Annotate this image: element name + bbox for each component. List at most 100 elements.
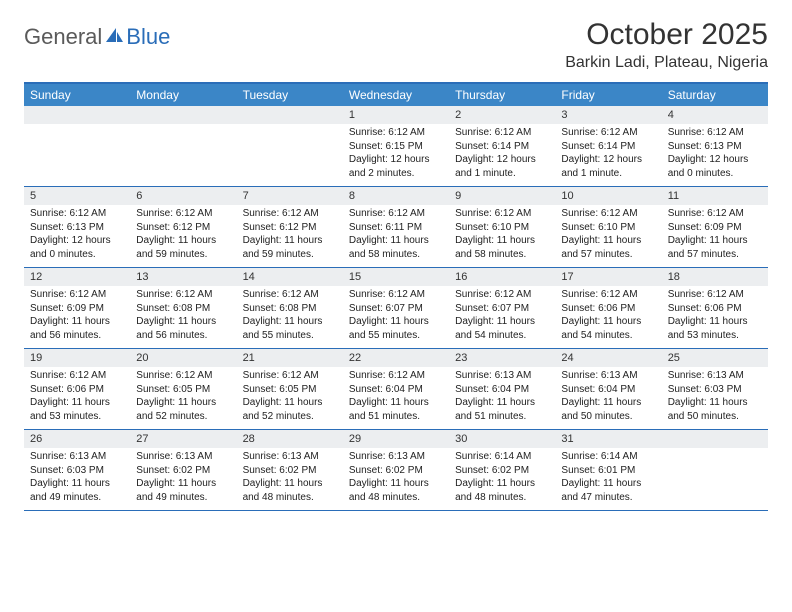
sunrise-text: Sunrise: 6:14 AM (455, 450, 549, 464)
location: Barkin Ladi, Plateau, Nigeria (565, 54, 768, 72)
day-body: Sunrise: 6:12 AMSunset: 6:10 PMDaylight:… (555, 205, 661, 267)
day-body: Sunrise: 6:12 AMSunset: 6:11 PMDaylight:… (343, 205, 449, 267)
sunset-text: Sunset: 6:07 PM (349, 302, 443, 316)
day-body: Sunrise: 6:13 AMSunset: 6:02 PMDaylight:… (130, 448, 236, 510)
day-cell: 27Sunrise: 6:13 AMSunset: 6:02 PMDayligh… (130, 430, 236, 510)
day-number: 14 (237, 268, 343, 286)
day-body: Sunrise: 6:12 AMSunset: 6:07 PMDaylight:… (343, 286, 449, 348)
day-cell: 26Sunrise: 6:13 AMSunset: 6:03 PMDayligh… (24, 430, 130, 510)
daylight-text: Daylight: 12 hours and 2 minutes. (349, 153, 443, 180)
daylight-text: Daylight: 11 hours and 53 minutes. (30, 396, 124, 423)
sunset-text: Sunset: 6:14 PM (561, 140, 655, 154)
logo: General Blue (24, 18, 170, 50)
sunset-text: Sunset: 6:07 PM (455, 302, 549, 316)
daylight-text: Daylight: 11 hours and 57 minutes. (561, 234, 655, 261)
daylight-text: Daylight: 11 hours and 50 minutes. (561, 396, 655, 423)
sunset-text: Sunset: 6:02 PM (349, 464, 443, 478)
day-cell: 4Sunrise: 6:12 AMSunset: 6:13 PMDaylight… (662, 106, 768, 186)
sunrise-text: Sunrise: 6:12 AM (455, 207, 549, 221)
sunset-text: Sunset: 6:08 PM (136, 302, 230, 316)
sunset-text: Sunset: 6:10 PM (455, 221, 549, 235)
daylight-text: Daylight: 11 hours and 49 minutes. (136, 477, 230, 504)
day-body: Sunrise: 6:13 AMSunset: 6:02 PMDaylight:… (343, 448, 449, 510)
sunrise-text: Sunrise: 6:12 AM (561, 288, 655, 302)
sunset-text: Sunset: 6:04 PM (349, 383, 443, 397)
daylight-text: Daylight: 11 hours and 48 minutes. (455, 477, 549, 504)
header: General Blue October 2025 Barkin Ladi, P… (24, 18, 768, 72)
calendar-page: General Blue October 2025 Barkin Ladi, P… (0, 0, 792, 511)
day-body: Sunrise: 6:12 AMSunset: 6:06 PMDaylight:… (555, 286, 661, 348)
week-row: 19Sunrise: 6:12 AMSunset: 6:06 PMDayligh… (24, 349, 768, 430)
day-number: 3 (555, 106, 661, 124)
dow-header-tuesday: Tuesday (237, 84, 343, 106)
day-body: Sunrise: 6:13 AMSunset: 6:04 PMDaylight:… (555, 367, 661, 429)
day-number: 20 (130, 349, 236, 367)
day-body: Sunrise: 6:12 AMSunset: 6:14 PMDaylight:… (555, 124, 661, 186)
empty-cell (237, 106, 343, 186)
day-number: 21 (237, 349, 343, 367)
daylight-text: Daylight: 12 hours and 0 minutes. (668, 153, 762, 180)
sunrise-text: Sunrise: 6:12 AM (349, 369, 443, 383)
daylight-text: Daylight: 11 hours and 58 minutes. (455, 234, 549, 261)
day-number: 12 (24, 268, 130, 286)
daylight-text: Daylight: 11 hours and 48 minutes. (349, 477, 443, 504)
day-cell: 30Sunrise: 6:14 AMSunset: 6:02 PMDayligh… (449, 430, 555, 510)
daylight-text: Daylight: 11 hours and 59 minutes. (136, 234, 230, 261)
sunrise-text: Sunrise: 6:12 AM (349, 126, 443, 140)
day-cell: 13Sunrise: 6:12 AMSunset: 6:08 PMDayligh… (130, 268, 236, 348)
week-row: 12Sunrise: 6:12 AMSunset: 6:09 PMDayligh… (24, 268, 768, 349)
day-cell: 12Sunrise: 6:12 AMSunset: 6:09 PMDayligh… (24, 268, 130, 348)
day-body: Sunrise: 6:12 AMSunset: 6:13 PMDaylight:… (662, 124, 768, 186)
daylight-text: Daylight: 11 hours and 50 minutes. (668, 396, 762, 423)
sunset-text: Sunset: 6:09 PM (668, 221, 762, 235)
day-body (24, 124, 130, 182)
day-body: Sunrise: 6:12 AMSunset: 6:07 PMDaylight:… (449, 286, 555, 348)
sunrise-text: Sunrise: 6:13 AM (349, 450, 443, 464)
logo-sail-icon (104, 26, 124, 49)
day-body: Sunrise: 6:12 AMSunset: 6:08 PMDaylight:… (237, 286, 343, 348)
logo-text-blue: Blue (126, 24, 170, 50)
daylight-text: Daylight: 11 hours and 52 minutes. (136, 396, 230, 423)
day-body: Sunrise: 6:12 AMSunset: 6:13 PMDaylight:… (24, 205, 130, 267)
day-body: Sunrise: 6:12 AMSunset: 6:06 PMDaylight:… (24, 367, 130, 429)
dow-header-monday: Monday (130, 84, 236, 106)
day-cell: 23Sunrise: 6:13 AMSunset: 6:04 PMDayligh… (449, 349, 555, 429)
daylight-text: Daylight: 11 hours and 48 minutes. (243, 477, 337, 504)
sunrise-text: Sunrise: 6:12 AM (30, 207, 124, 221)
day-number: 11 (662, 187, 768, 205)
day-body: Sunrise: 6:13 AMSunset: 6:03 PMDaylight:… (662, 367, 768, 429)
day-cell: 25Sunrise: 6:13 AMSunset: 6:03 PMDayligh… (662, 349, 768, 429)
day-body: Sunrise: 6:13 AMSunset: 6:03 PMDaylight:… (24, 448, 130, 510)
day-number: 1 (343, 106, 449, 124)
day-body (662, 448, 768, 506)
sunset-text: Sunset: 6:15 PM (349, 140, 443, 154)
empty-cell (24, 106, 130, 186)
day-number: 7 (237, 187, 343, 205)
day-cell: 8Sunrise: 6:12 AMSunset: 6:11 PMDaylight… (343, 187, 449, 267)
day-number: 26 (24, 430, 130, 448)
dow-header-saturday: Saturday (662, 84, 768, 106)
sunrise-text: Sunrise: 6:14 AM (561, 450, 655, 464)
sunset-text: Sunset: 6:13 PM (30, 221, 124, 235)
sunrise-text: Sunrise: 6:12 AM (561, 207, 655, 221)
sunset-text: Sunset: 6:02 PM (243, 464, 337, 478)
day-cell: 31Sunrise: 6:14 AMSunset: 6:01 PMDayligh… (555, 430, 661, 510)
day-body: Sunrise: 6:12 AMSunset: 6:09 PMDaylight:… (24, 286, 130, 348)
week-row: 26Sunrise: 6:13 AMSunset: 6:03 PMDayligh… (24, 430, 768, 511)
sunrise-text: Sunrise: 6:13 AM (455, 369, 549, 383)
daylight-text: Daylight: 11 hours and 51 minutes. (455, 396, 549, 423)
daylight-text: Daylight: 12 hours and 0 minutes. (30, 234, 124, 261)
day-cell: 16Sunrise: 6:12 AMSunset: 6:07 PMDayligh… (449, 268, 555, 348)
sunset-text: Sunset: 6:04 PM (455, 383, 549, 397)
sunrise-text: Sunrise: 6:12 AM (136, 369, 230, 383)
day-body: Sunrise: 6:13 AMSunset: 6:04 PMDaylight:… (449, 367, 555, 429)
sunrise-text: Sunrise: 6:13 AM (30, 450, 124, 464)
daylight-text: Daylight: 11 hours and 49 minutes. (30, 477, 124, 504)
day-body: Sunrise: 6:12 AMSunset: 6:04 PMDaylight:… (343, 367, 449, 429)
dow-header-sunday: Sunday (24, 84, 130, 106)
day-body: Sunrise: 6:13 AMSunset: 6:02 PMDaylight:… (237, 448, 343, 510)
sunrise-text: Sunrise: 6:12 AM (668, 288, 762, 302)
day-number: 23 (449, 349, 555, 367)
dow-header-wednesday: Wednesday (343, 84, 449, 106)
daylight-text: Daylight: 11 hours and 57 minutes. (668, 234, 762, 261)
